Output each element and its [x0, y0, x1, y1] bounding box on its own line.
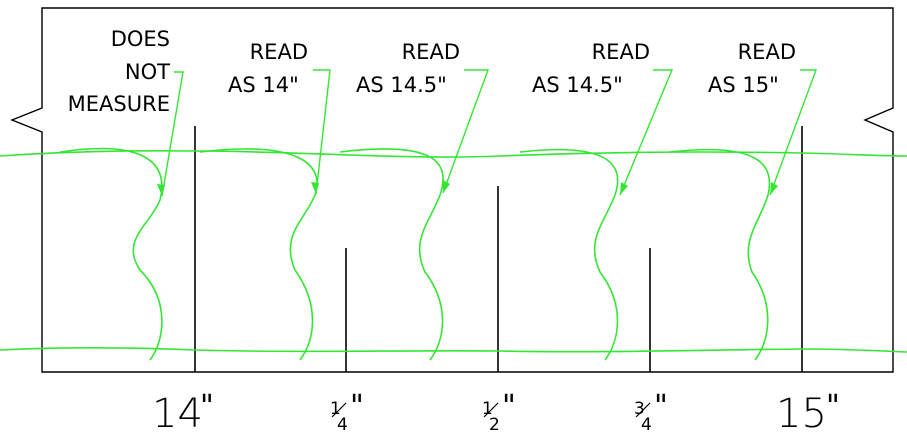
scale-quarter-den: 4 — [337, 415, 348, 435]
scale-inch-mark-15: " — [826, 389, 840, 424]
scale-inch-mark-quarter: " — [350, 389, 364, 424]
annotation-1-line1: DOES — [111, 27, 170, 51]
scale-half-bar — [483, 402, 499, 418]
annotation-3-line2: AS 14.5" — [356, 73, 447, 97]
scale-label-15: 15 — [776, 391, 827, 437]
arrow-2 — [313, 69, 331, 195]
arrow-1 — [161, 71, 184, 197]
scale-half-den: 2 — [489, 415, 500, 435]
loop-5 — [669, 148, 771, 361]
leader-arrows — [161, 69, 818, 197]
scale-inch-mark-half: " — [502, 389, 516, 424]
arrowhead-3 — [443, 180, 450, 193]
annotation-2-line2: AS 14" — [228, 73, 299, 97]
scale-quarter-bar — [331, 402, 347, 418]
arrowhead-4 — [620, 182, 628, 195]
annotation-4-line1: READ — [592, 40, 650, 64]
arrowhead-5 — [770, 182, 778, 195]
annotation-4-line2: AS 14.5" — [532, 73, 623, 97]
scale-quarter-num: 1 — [330, 399, 341, 419]
annotation-1-line2: NOT — [125, 60, 170, 84]
annotation-2-line1: READ — [250, 40, 308, 64]
arrow-4 — [619, 69, 674, 196]
annotation-3-line1: READ — [402, 40, 460, 64]
loop-1 — [59, 147, 163, 361]
loop-3 — [339, 148, 444, 361]
scale-inch-mark-14: " — [200, 389, 214, 424]
scale-label-14: 14 — [152, 391, 203, 437]
cable-bottom — [0, 346, 907, 353]
annotation-5-line2: AS 15" — [708, 73, 779, 97]
cable-loops — [59, 147, 771, 361]
loop-4 — [519, 148, 619, 361]
arrowhead-1 — [157, 184, 165, 196]
scale-half-num: 1 — [482, 399, 493, 419]
scale-three-quarter-bar — [635, 402, 651, 418]
loop-2 — [199, 148, 318, 361]
annotation-1-line3: MEASURE — [68, 92, 170, 116]
scale-three-quarter-den: 4 — [641, 415, 652, 435]
arrow-heads — [157, 180, 778, 196]
arrow-3 — [442, 69, 490, 194]
scale-three-quarter-num: 3 — [634, 399, 645, 419]
arrow-5 — [769, 69, 818, 196]
arrowhead-2 — [311, 182, 319, 194]
board-outline — [10, 7, 894, 373]
scale-inch-mark-three-quarter: " — [654, 389, 668, 424]
cable-top — [0, 149, 907, 158]
annotation-5-line1: READ — [738, 40, 796, 64]
